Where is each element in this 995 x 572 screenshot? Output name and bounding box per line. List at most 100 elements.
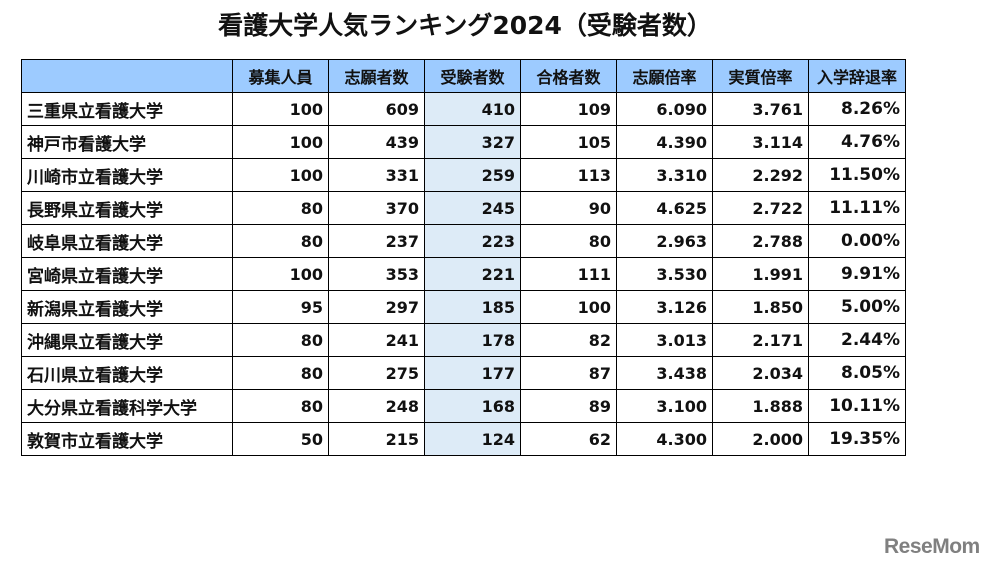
table-row: 長野県立看護大学 80 370 245 90 4.625 2.722 11.11%: [21, 191, 906, 225]
value-cell: 248: [328, 389, 425, 423]
value-cell: 2.44%: [808, 323, 906, 357]
value-cell: 3.013: [616, 323, 713, 357]
column-header: 実質倍率: [712, 59, 809, 93]
university-name-cell: 大分県立看護科学大学: [21, 389, 233, 423]
value-cell: 1.888: [712, 389, 809, 423]
value-cell: 353: [328, 257, 425, 291]
value-cell: 3.126: [616, 290, 713, 324]
value-cell: 50: [232, 422, 329, 456]
value-cell: 2.788: [712, 224, 809, 258]
table-row: 神戸市看護大学 100 439 327 105 4.390 3.114 4.76%: [21, 125, 906, 159]
value-cell: 439: [328, 125, 425, 159]
value-cell: 100: [232, 257, 329, 291]
university-name-cell: 岐阜県立看護大学: [21, 224, 233, 258]
value-cell: 215: [328, 422, 425, 456]
table-row: 沖縄県立看護大学 80 241 178 82 3.013 2.171 2.44%: [21, 323, 906, 357]
value-cell: 221: [424, 257, 521, 291]
value-cell: 8.26%: [808, 92, 906, 126]
value-cell: 82: [520, 323, 617, 357]
value-cell: 2.722: [712, 191, 809, 225]
value-cell: 90: [520, 191, 617, 225]
column-header: 受験者数: [424, 59, 521, 93]
column-header: 志願者数: [328, 59, 425, 93]
value-cell: 275: [328, 356, 425, 390]
value-cell: 11.50%: [808, 158, 906, 192]
value-cell: 80: [232, 389, 329, 423]
value-cell: 2.000: [712, 422, 809, 456]
value-cell: 2.963: [616, 224, 713, 258]
table-row: 大分県立看護科学大学 80 248 168 89 3.100 1.888 10.11%: [21, 389, 906, 423]
table-row: 三重県立看護大学 100 609 410 109 6.090 3.761 8.26%: [21, 92, 906, 126]
table-row: 川崎市立看護大学 100 331 259 113 3.310 2.292 11.50%: [21, 158, 906, 192]
table-row: 敦賀市立看護大学 50 215 124 62 4.300 2.000 19.35%: [21, 422, 906, 456]
value-cell: 2.171: [712, 323, 809, 357]
value-cell: 245: [424, 191, 521, 225]
value-cell: 111: [520, 257, 617, 291]
value-cell: 297: [328, 290, 425, 324]
value-cell: 19.35%: [808, 422, 906, 456]
header-row: 募集人員 志願者数 受験者数 合格者数 志願倍率 実質倍率 入学辞退率: [21, 59, 906, 93]
value-cell: 3.310: [616, 158, 713, 192]
value-cell: 8.05%: [808, 356, 906, 390]
table-row: 岐阜県立看護大学 80 237 223 80 2.963 2.788 0.00%: [21, 224, 906, 258]
university-name-cell: 沖縄県立看護大学: [21, 323, 233, 357]
column-header: 合格者数: [520, 59, 617, 93]
value-cell: 62: [520, 422, 617, 456]
value-cell: 370: [328, 191, 425, 225]
value-cell: 1.850: [712, 290, 809, 324]
table-row: 石川県立看護大学 80 275 177 87 3.438 2.034 8.05%: [21, 356, 906, 390]
value-cell: 100: [232, 92, 329, 126]
university-name-cell: 敦賀市立看護大学: [21, 422, 233, 456]
university-name-cell: 神戸市看護大学: [21, 125, 233, 159]
value-cell: 9.91%: [808, 257, 906, 291]
value-cell: 237: [328, 224, 425, 258]
value-cell: 223: [424, 224, 521, 258]
value-cell: 241: [328, 323, 425, 357]
university-name-cell: 石川県立看護大学: [21, 356, 233, 390]
value-cell: 331: [328, 158, 425, 192]
value-cell: 1.991: [712, 257, 809, 291]
value-cell: 168: [424, 389, 521, 423]
value-cell: 11.11%: [808, 191, 906, 225]
value-cell: 2.034: [712, 356, 809, 390]
value-cell: 3.761: [712, 92, 809, 126]
value-cell: 124: [424, 422, 521, 456]
university-name-cell: 新潟県立看護大学: [21, 290, 233, 324]
value-cell: 100: [232, 125, 329, 159]
value-cell: 0.00%: [808, 224, 906, 258]
value-cell: 4.625: [616, 191, 713, 225]
ranking-table: 募集人員 志願者数 受験者数 合格者数 志願倍率 実質倍率 入学辞退率 三重県立看護大学 10…: [21, 59, 906, 456]
value-cell: 6.090: [616, 92, 713, 126]
table-row: 新潟県立看護大学 95 297 185 100 3.126 1.850 5.00%: [21, 290, 906, 324]
value-cell: 109: [520, 92, 617, 126]
value-cell: 327: [424, 125, 521, 159]
value-cell: 3.100: [616, 389, 713, 423]
column-header: 志願倍率: [616, 59, 713, 93]
value-cell: 3.114: [712, 125, 809, 159]
column-header: 募集人員: [232, 59, 329, 93]
value-cell: 80: [232, 224, 329, 258]
value-cell: 80: [232, 191, 329, 225]
resemom-logo: ReseMom: [884, 535, 980, 558]
value-cell: 4.76%: [808, 125, 906, 159]
value-cell: 177: [424, 356, 521, 390]
header-cell-blank: [21, 59, 233, 93]
value-cell: 3.530: [616, 257, 713, 291]
value-cell: 259: [424, 158, 521, 192]
value-cell: 100: [520, 290, 617, 324]
value-cell: 4.300: [616, 422, 713, 456]
value-cell: 113: [520, 158, 617, 192]
value-cell: 5.00%: [808, 290, 906, 324]
value-cell: 4.390: [616, 125, 713, 159]
value-cell: 10.11%: [808, 389, 906, 423]
value-cell: 3.438: [616, 356, 713, 390]
university-name-cell: 三重県立看護大学: [21, 92, 233, 126]
value-cell: 80: [232, 323, 329, 357]
university-name-cell: 長野県立看護大学: [21, 191, 233, 225]
university-name-cell: 川崎市立看護大学: [21, 158, 233, 192]
page-title: 看護大学人気ランキング2024（受験者数）: [218, 11, 712, 40]
value-cell: 80: [520, 224, 617, 258]
value-cell: 185: [424, 290, 521, 324]
value-cell: 80: [232, 356, 329, 390]
value-cell: 89: [520, 389, 617, 423]
